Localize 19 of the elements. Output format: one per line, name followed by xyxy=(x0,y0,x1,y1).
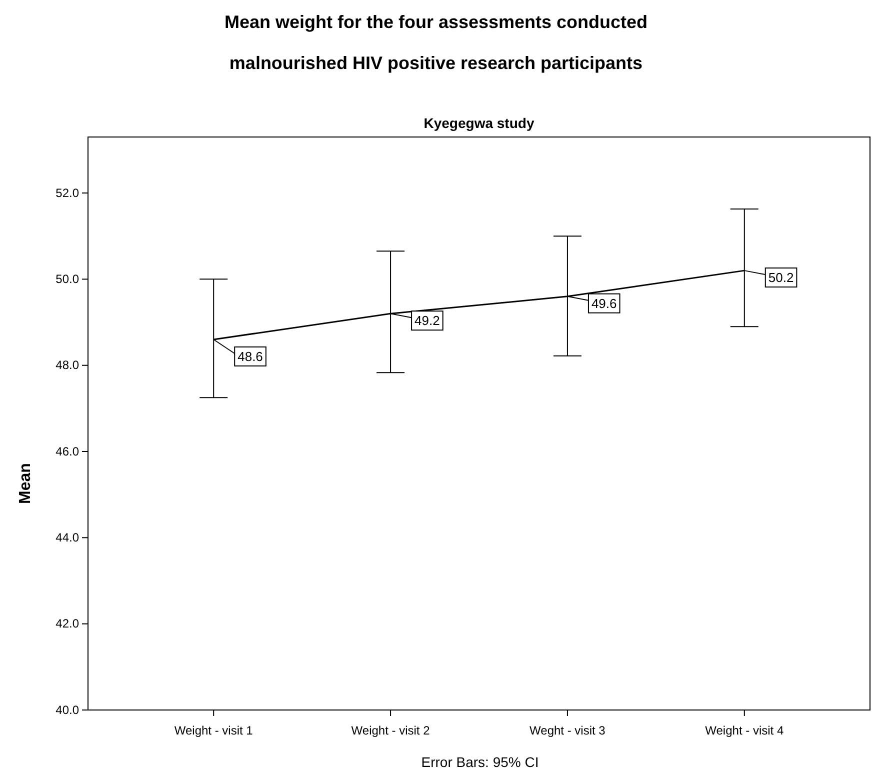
y-tick-label: 48.0 xyxy=(56,358,80,372)
y-tick-label: 50.0 xyxy=(56,272,80,286)
x-tick-label: Weight - visit 1 xyxy=(174,724,254,738)
y-tick-label: 40.0 xyxy=(56,702,80,717)
data-label: 50.2 xyxy=(768,270,794,285)
y-tick-label: 44.0 xyxy=(56,530,80,545)
data-label: 49.2 xyxy=(414,313,440,328)
chart-title: Mean weight for the four assessments conducted malnourished HIV positive research participants xyxy=(224,12,648,73)
x-tick-label: Weght - visit 3 xyxy=(530,724,606,738)
data-label: 49.6 xyxy=(591,296,617,311)
y-tick-label: 52.0 xyxy=(56,186,80,200)
y-tick-label: 42.0 xyxy=(56,616,80,631)
text: Error Bars: 95% CI xyxy=(421,754,539,770)
y-axis-title: Mean xyxy=(17,463,34,504)
data-label: 48.6 xyxy=(238,348,263,364)
x-tick-label: Weight - visit 2 xyxy=(351,724,430,738)
y-tick-label: 46.0 xyxy=(56,444,80,458)
x-tick-label: Weight - visit 4 xyxy=(705,724,784,738)
chart-subtitle: Kyegegwa study xyxy=(424,115,534,131)
